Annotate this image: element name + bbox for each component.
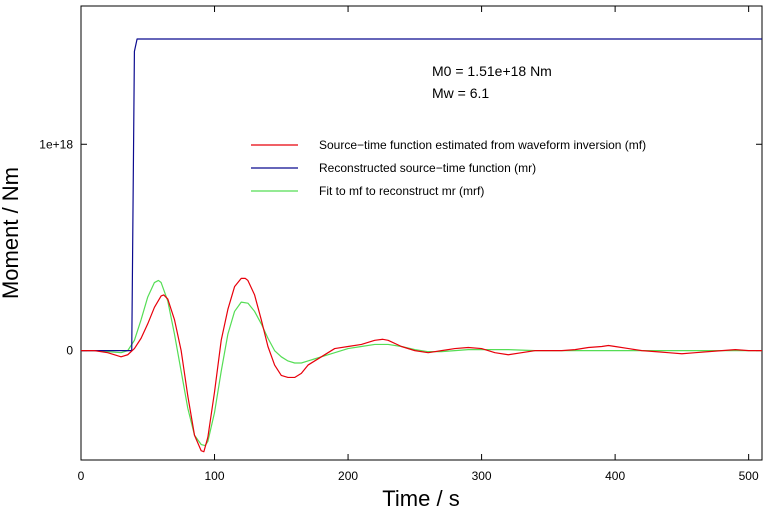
x-tick-label: 200 (338, 469, 358, 483)
legend-item-mf-label: Source−time function estimated from wave… (319, 138, 646, 152)
x-tick-label: 400 (605, 469, 625, 483)
series-line-mrf (81, 279, 762, 447)
plot-frame (80, 5, 763, 461)
x-tick-label: 100 (205, 469, 225, 483)
legend-item-mr-label: Reconstructed source−time function (mr) (319, 161, 536, 175)
series-layer (81, 38, 762, 453)
x-axis-ticks: 0 100 200 300 400 500 (78, 6, 759, 483)
legend-item-mrf-label: Fit to mf to reconstruct mr (mrf) (319, 184, 484, 198)
legend: Source−time function estimated from wave… (251, 138, 646, 198)
y-tick-label: 1e+18 (39, 137, 73, 151)
x-tick-label: 500 (739, 469, 759, 483)
series-line-mf (81, 277, 762, 453)
annotation-mw: Mw = 6.1 (432, 85, 489, 101)
annotation-m0: M0 = 1.51e+18 Nm (432, 63, 552, 79)
x-axis-title: Time / s (382, 486, 459, 511)
y-tick-label: 0 (66, 344, 73, 358)
series-line-mr (81, 38, 762, 352)
x-tick-label: 300 (472, 469, 492, 483)
x-tick-label: 0 (78, 469, 85, 483)
y-axis-title: Moment / Nm (0, 167, 23, 299)
